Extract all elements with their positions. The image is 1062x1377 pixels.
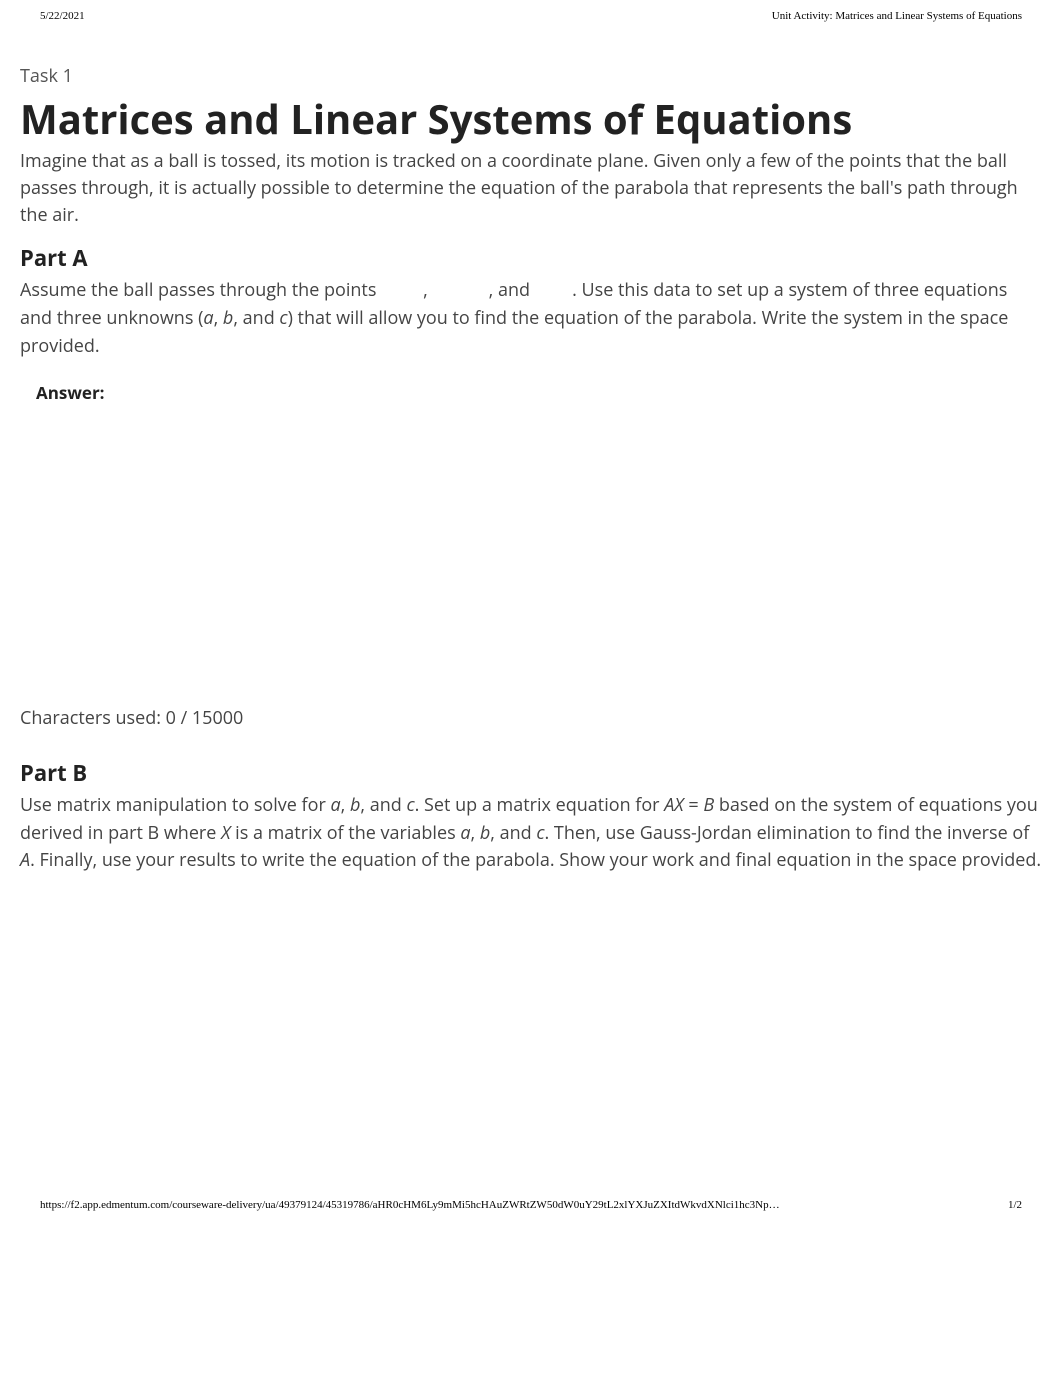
- variable-c: c: [536, 821, 544, 845]
- part-a-fragment: ,: [214, 306, 223, 330]
- part-b-fragment: Use matrix manipulation to solve for: [20, 793, 330, 817]
- characters-used: Characters used: 0 / 15000: [20, 706, 1042, 730]
- part-b-fragment: ,: [471, 821, 480, 845]
- footer-page-number: 1/2: [1008, 1199, 1022, 1211]
- part-b-fragment: is a matrix of the variables: [230, 821, 460, 845]
- variable-ax: AX: [664, 793, 684, 817]
- page-footer: https://f2.app.edmentum.com/courseware-d…: [0, 1189, 1062, 1221]
- variable-a: a: [460, 821, 470, 845]
- variable-c: c: [279, 306, 287, 330]
- part-b-text: Use matrix manipulation to solve for a , …: [20, 792, 1042, 876]
- header-date: 5/22/2021: [40, 10, 85, 22]
- part-a-fragment: , and: [489, 278, 535, 302]
- part-b-fragment: , and: [490, 821, 536, 845]
- part-b-fragment: . Set up a matrix equation for: [415, 793, 665, 817]
- variable-a: a: [330, 793, 340, 817]
- task-label: Task 1: [20, 64, 1042, 88]
- part-a-fragment: , and: [233, 306, 279, 330]
- page-title: Matrices and Linear Systems of Equations: [20, 96, 1042, 142]
- answer-label: Answer:: [36, 381, 1042, 404]
- header-title: Unit Activity: Matrices and Linear Syste…: [772, 10, 1022, 22]
- part-b-fragment: . Finally, use your results to write the…: [30, 848, 1041, 872]
- variable-c: c: [407, 793, 415, 817]
- intro-paragraph: Imagine that as a ball is tossed, its mo…: [20, 148, 1042, 229]
- part-b-fragment: , and: [360, 793, 406, 817]
- variable-a-cap: A: [20, 848, 30, 872]
- part-b-fragment: ,: [341, 793, 350, 817]
- part-a-fragment: ,: [423, 278, 428, 302]
- page-header: 5/22/2021 Unit Activity: Matrices and Li…: [0, 0, 1062, 30]
- part-b-heading: Part B: [20, 758, 1042, 788]
- part-a-text: Assume the ball passes through the point…: [20, 277, 1042, 361]
- variable-b: b: [350, 793, 360, 817]
- variable-b: b: [480, 821, 490, 845]
- part-b-fragment: . Then, use Gauss-Jordan elimination to …: [545, 821, 1030, 845]
- answer-area[interactable]: [20, 416, 1042, 696]
- variable-b-cap: B: [703, 793, 714, 817]
- part-a-heading: Part A: [20, 243, 1042, 273]
- variable-a: a: [203, 306, 213, 330]
- part-b-fragment: =: [684, 793, 704, 817]
- footer-url: https://f2.app.edmentum.com/courseware-d…: [40, 1199, 780, 1211]
- part-a-fragment: Assume the ball passes through the point…: [20, 278, 381, 302]
- variable-b: b: [223, 306, 233, 330]
- content-area: Task 1 Matrices and Linear Systems of Eq…: [0, 30, 1062, 909]
